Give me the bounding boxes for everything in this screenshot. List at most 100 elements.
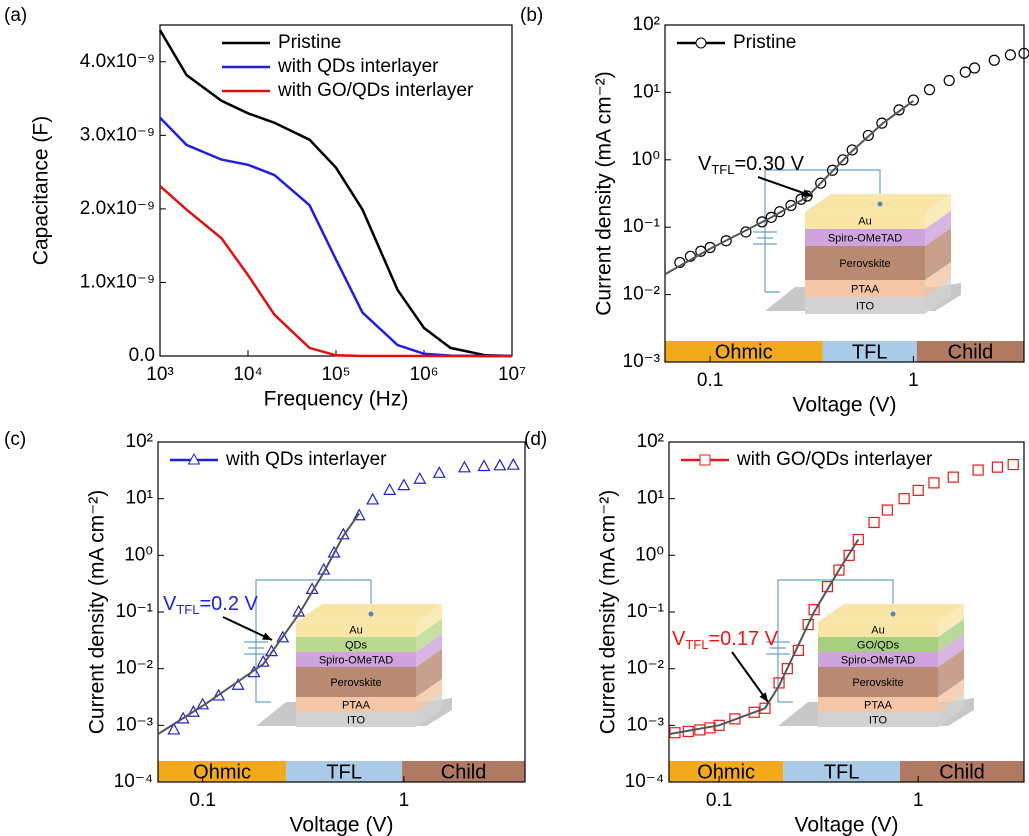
- annotation-rest: =0.30 V: [734, 153, 804, 175]
- region-band: [665, 341, 823, 362]
- inset-layer-side: [416, 619, 442, 652]
- annotation: VTFL=0.2 V: [163, 593, 259, 617]
- data-point: [959, 66, 971, 78]
- x-tick-label: 10⁴: [233, 364, 262, 385]
- y-tick-label: 10¹: [637, 488, 664, 509]
- y-tick-label: 10⁰: [631, 149, 660, 170]
- x-tick-label: 10⁶: [410, 364, 439, 385]
- data-point: [843, 549, 855, 561]
- annotation: VTFL=0.30 V: [698, 153, 805, 177]
- region-label: TFL: [852, 341, 888, 363]
- inset-wire: [766, 579, 894, 703]
- inset-layer-side: [925, 262, 951, 297]
- data-point: [176, 711, 190, 724]
- data-point: [868, 516, 880, 529]
- panel: (c) Ohmic TFL Child Au QDs Spiro-OMeTAD Perovsk…: [4, 429, 526, 836]
- inset-layer-label: Spiro-OMeTAD: [841, 654, 915, 666]
- y-tick-label: 10⁻³: [627, 714, 665, 735]
- annotation-v: V: [698, 153, 712, 175]
- inset-layer-side: [416, 649, 442, 697]
- data-point: [729, 713, 741, 725]
- x-axis-label: Voltage (V): [795, 814, 899, 836]
- inset-layer: [296, 667, 416, 697]
- data-point: [276, 630, 290, 643]
- inset-layer-side: [416, 694, 442, 727]
- y-tick-label: 10⁻²: [116, 658, 154, 679]
- inset-layer-label: PTAA: [342, 699, 371, 711]
- y-tick-label: 4.0x10⁻⁹: [80, 51, 155, 72]
- data-point: [720, 235, 732, 247]
- region-label: TFL: [326, 761, 362, 783]
- region-band: [899, 761, 1024, 782]
- data-point: [1007, 458, 1019, 471]
- data-point: [943, 74, 955, 87]
- data-point: [928, 477, 940, 489]
- annotation-arrow: [731, 651, 769, 703]
- data-point: [833, 564, 845, 576]
- fit-line: [159, 116, 512, 358]
- data-point: [336, 527, 350, 540]
- y-tick-label: 10¹: [633, 81, 660, 102]
- legend-label: with QDs interlayer: [225, 449, 387, 470]
- inset-layer: [805, 212, 925, 229]
- y-tick-label: 10⁻⁴: [114, 771, 153, 792]
- inset-layer: [805, 280, 925, 297]
- inset-layer-label: QDs: [345, 639, 368, 651]
- x-tick-label: 0.1: [697, 370, 723, 391]
- legend-marker: [695, 37, 707, 49]
- y-axis-label: Capacitance (F): [30, 116, 53, 265]
- annotation-rest: =0.2 V: [199, 593, 258, 615]
- legend-label: with QDs interlayer: [277, 56, 439, 77]
- data-point: [876, 117, 888, 129]
- data-point: [781, 663, 793, 675]
- data-point: [815, 177, 827, 189]
- inset-contact: [877, 201, 883, 207]
- data-point: [991, 461, 1004, 473]
- fit-line: [668, 538, 860, 736]
- region-band: [916, 341, 1024, 362]
- inset-layer-side: [416, 604, 442, 637]
- inset-layer-side: [416, 634, 442, 667]
- data-point: [826, 164, 839, 176]
- x-tick-label: 1: [908, 370, 919, 391]
- inset-contact: [368, 611, 374, 617]
- data-point: [432, 466, 446, 478]
- inset-layer-label: Perovskite: [330, 677, 381, 689]
- inset-layer-side: [925, 279, 951, 314]
- region-band: [783, 761, 900, 782]
- inset-layer: [296, 637, 416, 652]
- y-tick-label: 10²: [633, 14, 660, 35]
- data-point: [893, 104, 905, 116]
- y-tick-label: 10⁻¹: [116, 601, 154, 622]
- inset-layer-side: [938, 604, 964, 637]
- inset-layer-side: [925, 228, 951, 280]
- legend-label: with GO/QDs interlayer: [277, 80, 474, 101]
- panel: (b) Ohmic TFL Child Au Spiro-OMeTAD Perovskite…: [520, 5, 1029, 417]
- data-point: [808, 604, 820, 616]
- data-point: [846, 144, 858, 156]
- legend-marker: [187, 452, 201, 465]
- data-point: [801, 190, 813, 202]
- inset-layer: [296, 697, 416, 712]
- region-label: Child: [939, 761, 985, 783]
- inset-layer: [818, 667, 938, 697]
- legend-marker: [699, 454, 711, 466]
- inset-layer: [818, 697, 938, 712]
- region-band: [158, 761, 287, 782]
- inset-layer-side: [925, 194, 951, 229]
- region-band: [822, 341, 917, 362]
- annotation-arrow: [757, 176, 813, 197]
- region-band: [402, 761, 525, 782]
- fit-line: [664, 99, 914, 276]
- region-band: [669, 761, 784, 782]
- y-tick-label: 10²: [126, 431, 153, 452]
- annotation: VTFL=0.17 V: [672, 628, 779, 652]
- inset-wire: [244, 579, 372, 703]
- data-point: [477, 459, 491, 472]
- inset-layer-side: [938, 634, 964, 667]
- inset-layer: [818, 622, 938, 637]
- annotation-sub: TFL: [176, 602, 199, 617]
- data-point: [947, 471, 959, 483]
- data-point: [383, 483, 397, 495]
- data-point: [774, 206, 786, 218]
